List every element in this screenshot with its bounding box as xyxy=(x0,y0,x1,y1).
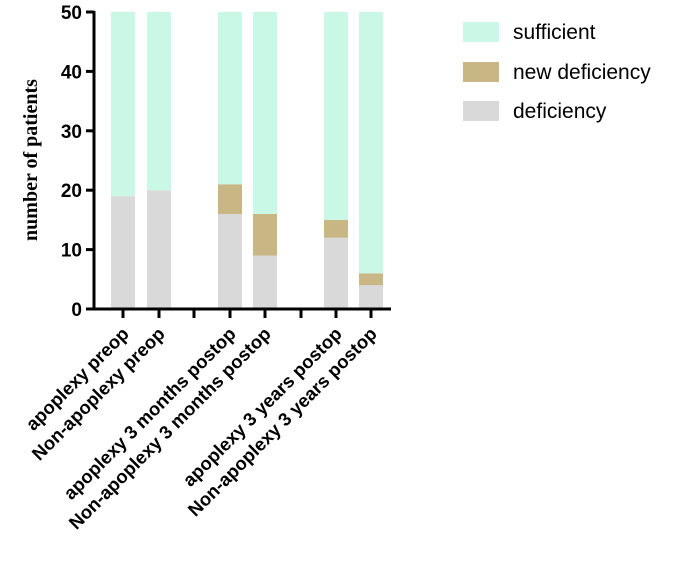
bar-segment xyxy=(253,255,277,309)
bar-segment xyxy=(253,12,277,214)
bar-segment xyxy=(359,273,383,286)
axes-layer xyxy=(86,10,391,318)
legend-swatch xyxy=(463,22,499,42)
bar-segment xyxy=(147,12,171,191)
y-tick-label: 40 xyxy=(61,62,82,83)
bar-segment xyxy=(147,190,171,309)
bar-segment xyxy=(218,184,242,214)
bar-segment xyxy=(253,213,277,256)
bar-segment xyxy=(218,12,242,185)
y-axis-title: number of patients xyxy=(20,79,42,241)
y-tick-label: 10 xyxy=(61,241,82,262)
legend-label: new deficiency xyxy=(513,61,651,84)
legend-label: deficiency xyxy=(513,100,607,123)
y-tick-label: 50 xyxy=(61,3,82,24)
bar-segment xyxy=(324,219,348,238)
y-tick-label: 30 xyxy=(61,122,82,143)
legend: sufficient new deficiency deficiency xyxy=(463,21,651,123)
bar-segment xyxy=(324,237,348,309)
y-tick-label: 0 xyxy=(71,300,82,321)
bar-segment xyxy=(324,12,348,220)
bar-segment xyxy=(359,12,383,274)
bar-segment xyxy=(359,285,383,309)
legend-swatch xyxy=(463,101,499,121)
bar-segment xyxy=(111,196,135,309)
bar-segment xyxy=(218,213,242,309)
bar-segment xyxy=(111,12,135,197)
legend-swatch xyxy=(463,62,499,82)
bars-layer xyxy=(111,12,383,309)
legend-label: sufficient xyxy=(513,21,596,44)
y-tick-label: 20 xyxy=(61,181,82,202)
